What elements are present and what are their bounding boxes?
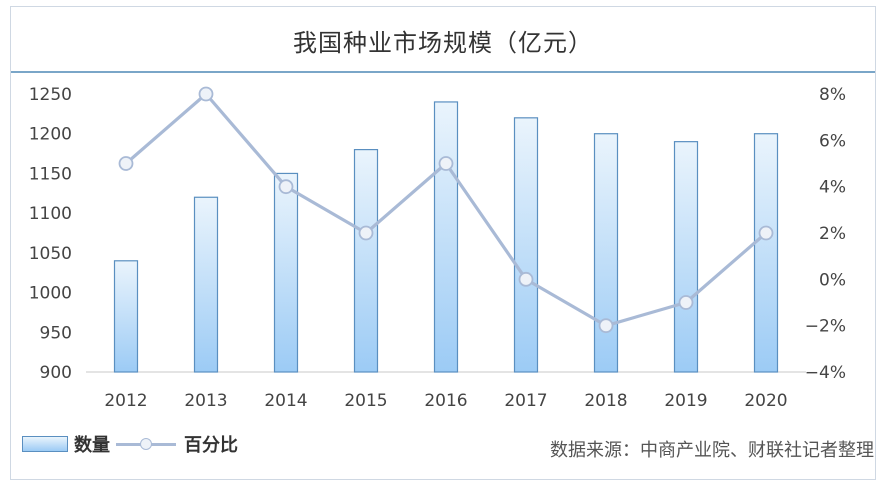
bar [513, 117, 539, 373]
y-tick-label-left: 900 [40, 363, 72, 383]
x-tick-label: 2016 [424, 391, 467, 411]
line-point [678, 295, 694, 310]
x-tick-label: 2014 [264, 391, 307, 411]
x-tick-label: 2013 [184, 391, 227, 411]
y-tick-label-left: 1000 [29, 284, 72, 304]
legend-line-swatch [116, 437, 176, 451]
bar [273, 172, 299, 373]
bar [753, 133, 779, 373]
y-tick-label-left: 1250 [29, 85, 72, 105]
line-point [518, 271, 534, 287]
y-tick-label-right: 8% [819, 85, 846, 105]
y-tick-label-left: 950 [40, 323, 72, 343]
y-tick-label-right: 0% [819, 270, 846, 290]
line-point [118, 156, 134, 171]
source-note: 数据来源：中商产业院、财联社记者整理 [550, 440, 874, 461]
bar [193, 196, 219, 373]
bar [433, 101, 459, 373]
bar [353, 149, 379, 373]
x-tick-label: 2015 [344, 391, 387, 411]
x-tick-label: 2018 [584, 391, 627, 411]
chart-frame: 我国种业市场规模（亿元） [10, 6, 876, 480]
y-tick-label-right: −4% [805, 363, 846, 383]
legend-bar-swatch [22, 436, 68, 452]
y-tick-label-right: 4% [819, 178, 846, 198]
bar [593, 133, 619, 373]
bar [113, 260, 139, 373]
y-tick-label-left: 1100 [29, 204, 72, 224]
legend: 数量 百分比 [22, 432, 238, 456]
line-point [358, 225, 374, 241]
chart-title: 我国种业市场规模（亿元） [293, 29, 593, 57]
line-point [198, 86, 214, 102]
y-tick-label-right: 6% [819, 131, 846, 151]
bar [673, 141, 699, 373]
x-tick-label: 2017 [504, 391, 547, 411]
y-tick-label-right: 2% [819, 224, 846, 244]
line-point [598, 318, 614, 334]
line-point [438, 156, 454, 171]
title-bar: 我国种业市场规模（亿元） [11, 7, 875, 73]
y-tick-label-left: 1200 [29, 125, 72, 145]
y-tick-label-right: −2% [805, 317, 846, 337]
line-point [278, 179, 294, 195]
labels-layer: 1250 1200 1150 1100 1050 1000 950 900 8% 6% 4% 2% 0%… [29, 85, 846, 411]
y-tick-label-left: 1050 [29, 244, 72, 264]
legend-bar-label: 数量 [74, 435, 110, 456]
x-tick-label: 2019 [664, 391, 707, 411]
x-tick-label: 2020 [744, 391, 787, 411]
points-layer [118, 86, 774, 334]
line-point [758, 225, 774, 241]
x-tick-label: 2012 [104, 391, 147, 411]
legend-line-label: 百分比 [184, 435, 238, 456]
bars-layer [113, 101, 779, 373]
y-tick-label-left: 1150 [29, 164, 72, 184]
